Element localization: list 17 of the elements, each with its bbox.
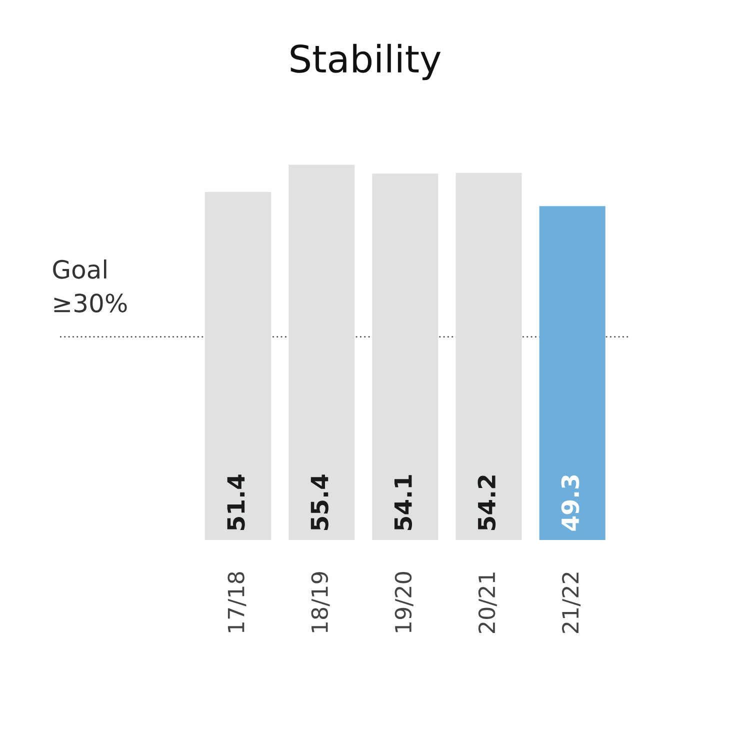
data-label: 55.4: [310, 474, 328, 530]
x-tick-label: 17/18: [228, 572, 246, 632]
bar: [539, 206, 606, 540]
bar: [456, 172, 522, 540]
x-tick-label: 19/20: [394, 572, 414, 632]
x-tick-label: 20/21: [478, 572, 497, 633]
x-tick-label: 21/22: [562, 572, 581, 633]
ref-line-label: Goal ≥30%: [53, 259, 127, 313]
data-label: 49.3: [561, 475, 580, 531]
chart-title: Stability: [290, 44, 441, 80]
x-tick-label: 18/19: [311, 572, 330, 632]
data-label: 54.2: [478, 476, 496, 530]
data-label: 51.4: [227, 474, 245, 530]
data-label: 54.1: [394, 475, 412, 530]
bar: [288, 164, 355, 540]
bar: [372, 174, 438, 540]
bar: [205, 192, 272, 540]
